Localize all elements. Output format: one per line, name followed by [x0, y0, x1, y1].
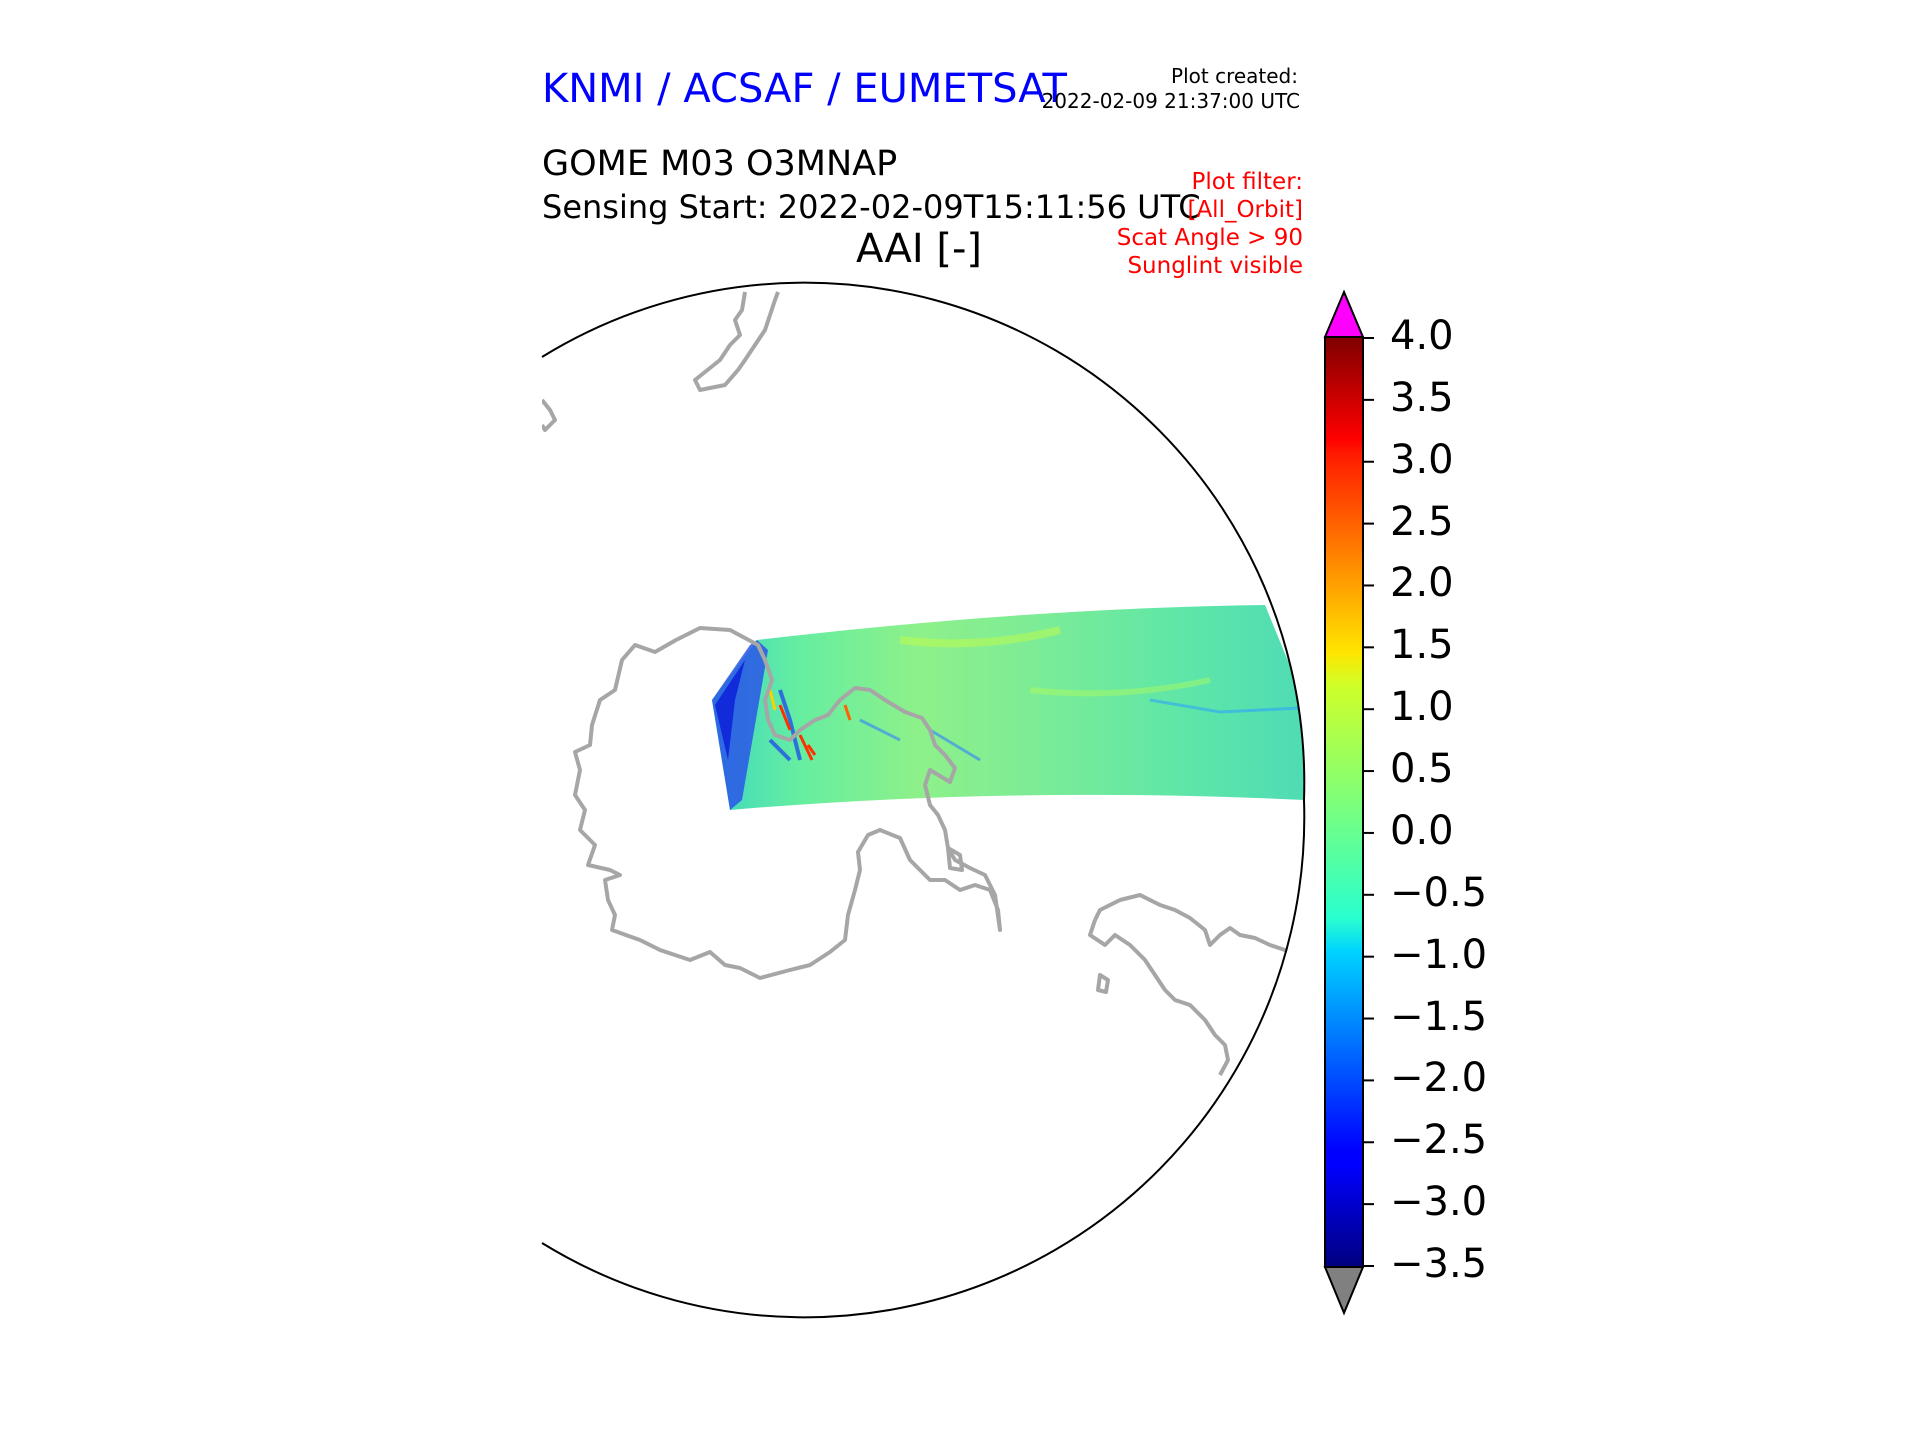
coastlines — [542, 291, 1302, 1076]
colorbar-tick-label: 3.0 — [1390, 436, 1454, 483]
globe-boundary — [541, 281, 1306, 1319]
colorbar-tick-marks — [1363, 337, 1374, 1267]
product-title: GOME M03 O3MNAP — [542, 144, 898, 184]
small-island — [1096, 973, 1110, 994]
colorbar-tick-label: −2.5 — [1390, 1117, 1488, 1164]
colorbar-tick-label: −3.0 — [1390, 1179, 1488, 1226]
aai-swath — [712, 605, 1304, 810]
colorbar-over-extension — [1323, 289, 1365, 338]
antarctic-peninsula — [693, 291, 780, 392]
colorbar — [1323, 289, 1374, 1316]
sensing-start-label: Sensing Start: 2022-02-09T15:11:56 UTC — [542, 188, 1201, 226]
colorbar-tick-label: 0.0 — [1390, 807, 1454, 854]
new-zealand-south — [1088, 919, 1230, 1076]
plot-created-label: Plot created: — [1171, 64, 1298, 88]
ross-island — [946, 846, 964, 872]
new-zealand-coastline — [1093, 893, 1302, 964]
colorbar-tick-label: −1.5 — [1390, 993, 1488, 1040]
colorbar-tick-label: −2.0 — [1390, 1055, 1488, 1102]
colorbar-tick-label: 1.0 — [1390, 684, 1454, 731]
plot-filter-label: Plot filter: — [1191, 169, 1303, 195]
map-globe — [542, 291, 1304, 1076]
colorbar-tick-label: 0.5 — [1390, 746, 1454, 793]
colorbar-under-extension — [1323, 1266, 1365, 1316]
plot-filter-sunglint: Sunglint visible — [1127, 253, 1303, 279]
colorbar-tick-label: 4.0 — [1390, 313, 1454, 359]
colorbar-tick-label: −1.0 — [1390, 931, 1488, 978]
plot-created-value: 2022-02-09 21:37:00 UTC — [1041, 89, 1300, 113]
colorbar-tick-label: −3.5 — [1390, 1241, 1488, 1287]
south-shetland-island — [542, 398, 557, 432]
plot-filter-scat-angle: Scat Angle > 90 — [1116, 225, 1303, 251]
field-title: AAI [-] — [856, 226, 982, 272]
colorbar-tick-label: 2.5 — [1390, 498, 1454, 545]
colorbar-tick-label: −0.5 — [1390, 869, 1488, 916]
antarctica-coastline — [573, 626, 1002, 980]
colorbar-tick-label: 2.0 — [1390, 560, 1454, 607]
plot-filter-orbit: [All_Orbit] — [1187, 197, 1303, 223]
colorbar-gradient — [1324, 336, 1364, 1268]
colorbar-tick-label: 1.5 — [1390, 622, 1454, 669]
colorbar-tick-label: 3.5 — [1390, 374, 1454, 421]
organisation-title: KNMI / ACSAF / EUMETSAT — [542, 66, 1067, 112]
